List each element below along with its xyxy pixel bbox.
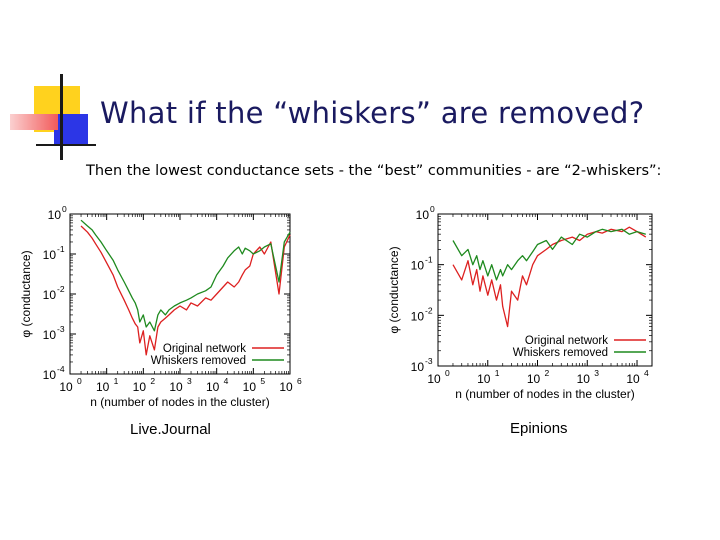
y-tick-label: 10 [411, 259, 425, 273]
deco-vertical-line [60, 74, 63, 160]
y-tick-label: 10 [411, 309, 425, 323]
y-tick-label: 10 [43, 288, 57, 302]
series-line-whiskers-removed [80, 219, 291, 332]
legend-label: Original network [525, 335, 608, 347]
y-tick-exponent: 0 [62, 204, 67, 214]
deco-horizontal-line [36, 144, 96, 146]
x-tick-exponent: 6 [297, 376, 302, 386]
x-tick-exponent: 2 [545, 368, 550, 378]
y-tick-label: 10 [48, 208, 62, 222]
y-tick-label: 10 [416, 208, 430, 222]
y-tick-label: 10 [43, 248, 57, 262]
x-tick-label: 10 [59, 380, 73, 394]
slide-title: What if the “whiskers” are removed? [100, 96, 645, 130]
x-tick-label: 10 [527, 372, 541, 386]
x-axis-label: n (number of nodes in the cluster) [455, 387, 634, 401]
x-tick-label: 10 [477, 372, 491, 386]
y-tick-label: 10 [43, 368, 57, 382]
legend-label: Whiskers removed [151, 355, 246, 367]
legend-label: Original network [163, 343, 246, 355]
y-tick-label: 10 [43, 328, 57, 342]
y-tick-exponent: -2 [57, 284, 65, 294]
x-tick-exponent: 0 [445, 368, 450, 378]
deco-blue-square [54, 114, 88, 146]
series-line-original-network [452, 226, 647, 328]
y-tick-exponent: -4 [57, 364, 65, 374]
x-tick-label: 10 [427, 372, 441, 386]
y-axis-label: φ (conductance) [19, 250, 33, 337]
x-tick-label: 10 [243, 380, 257, 394]
x-tick-label: 10 [133, 380, 147, 394]
x-tick-exponent: 3 [594, 368, 599, 378]
x-tick-label: 10 [279, 380, 293, 394]
caption-epinions: Epinions [510, 420, 568, 437]
x-axis-label: n (number of nodes in the cluster) [90, 395, 269, 409]
y-tick-label: 10 [411, 360, 425, 374]
x-tick-label: 10 [206, 380, 220, 394]
livejournal-chart: 10 0 10 1 10 2 10 3 10 4 10 5 10 610 -410 -310 -210 -110 0… [19, 204, 302, 409]
x-tick-exponent: 1 [114, 376, 119, 386]
epinions-chart: 10 0 10 1 10 2 10 3 10 410 -310 -210 -110 0n (number … [387, 204, 653, 401]
y-tick-exponent: -2 [425, 305, 433, 315]
x-tick-label: 10 [577, 372, 591, 386]
plot-frame [437, 213, 653, 367]
legend-label: Whiskers removed [513, 347, 608, 359]
slide-subtitle: Then the lowest conductance sets - the “… [86, 163, 662, 179]
x-tick-exponent: 0 [77, 376, 82, 386]
caption-livejournal: Live.Journal [130, 421, 211, 438]
y-tick-exponent: 0 [430, 204, 435, 214]
x-tick-exponent: 4 [644, 368, 649, 378]
y-tick-exponent: -3 [57, 324, 65, 334]
x-tick-exponent: 5 [260, 376, 265, 386]
y-axis-label: φ (conductance) [387, 246, 401, 333]
series-line-original-network [80, 225, 291, 356]
x-tick-label: 10 [96, 380, 110, 394]
x-tick-exponent: 1 [495, 368, 500, 378]
y-tick-exponent: -3 [425, 356, 433, 366]
x-tick-exponent: 2 [150, 376, 155, 386]
deco-red-bar [10, 114, 58, 130]
series-line-whiskers-removed [452, 228, 646, 281]
y-tick-exponent: -1 [57, 244, 65, 254]
x-tick-label: 10 [626, 372, 640, 386]
x-tick-label: 10 [169, 380, 183, 394]
x-tick-exponent: 3 [187, 376, 192, 386]
y-tick-exponent: -1 [425, 255, 433, 265]
x-tick-exponent: 4 [224, 376, 229, 386]
